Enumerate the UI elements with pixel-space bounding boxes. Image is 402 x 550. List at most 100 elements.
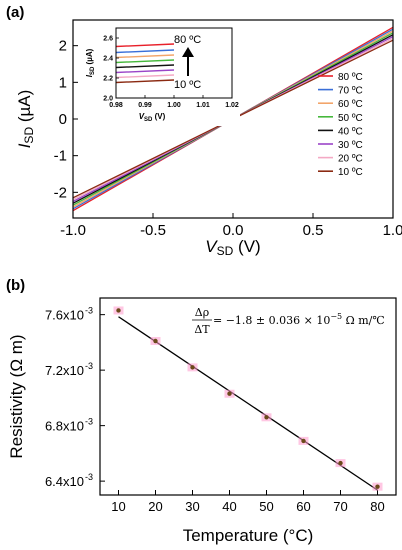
legend-label-5: 30 ºC xyxy=(338,140,363,151)
x-tick-label-b-5: 60 xyxy=(296,499,310,514)
x-tick-label-a-1: -0.5 xyxy=(140,222,166,239)
ylabel-a-sub: SD xyxy=(22,127,36,144)
slope-annotation: Δρ ΔT = −1.8 ± 0.036 × 10−5 Ω m/℃ xyxy=(192,306,385,336)
legend-label-4: 40 ºC xyxy=(338,126,363,137)
y-tick-label-b-2: 7.2x10 xyxy=(45,363,84,378)
x-tick-label-b-3: 40 xyxy=(222,499,236,514)
y-tick-exp-b-3: -3 xyxy=(85,306,93,316)
chart-a-xlabel: VSD (V) xyxy=(205,237,260,258)
inset-series-line-7 xyxy=(115,79,175,84)
x-tick-label-b-0: 10 xyxy=(111,499,125,514)
fit-line xyxy=(118,316,378,491)
resistivity-chart: 10 20 30 40 50 60 70 806.4x10 -36.8x10 -37.2x10 -3… xyxy=(7,297,397,545)
chart-a-ticks: -1.0 -0.5 0.0 0.5 1.0 -2 -1 0 1 2 xyxy=(54,38,402,239)
y-tick-label-a-0: -2 xyxy=(54,184,67,201)
inset-top-label: 80 ºC xyxy=(174,34,201,46)
xlabel-a-unit: (V) xyxy=(233,237,260,256)
inset-series-line-2 xyxy=(115,54,175,59)
legend-label-1: 70 ºC xyxy=(338,86,363,97)
annotation-numerator: Δρ xyxy=(195,306,209,319)
y-tick-exp-b-1: -3 xyxy=(85,417,93,427)
inset-series-line-1 xyxy=(115,49,175,54)
legend-label-0: 80 ºC xyxy=(338,72,363,83)
legend-label-3: 50 ºC xyxy=(338,113,363,124)
inset-xlabel: VSD (V) xyxy=(139,112,166,123)
chart-b-ylabel: Resistivity (Ω m) xyxy=(7,334,26,458)
data-point-7 xyxy=(375,484,380,489)
inset-series-line-3 xyxy=(115,59,175,64)
y-tick-label-b-1: 6.8x10 xyxy=(45,419,84,434)
inset-bottom-label: 10 ºC xyxy=(174,79,201,91)
y-tick-exp-b-0: -3 xyxy=(85,472,93,482)
data-point-6 xyxy=(338,460,343,466)
xlabel-a-text: VSD (V) xyxy=(205,237,260,258)
panel-label-b: (b) xyxy=(6,277,25,294)
inset-series-line-0 xyxy=(115,43,175,48)
annotation-equation-unit: Ω m/℃ xyxy=(342,314,385,327)
y-tick-label-b-3: 7.6x10 xyxy=(45,308,84,323)
inset-x-tick-label-1: 0.99 xyxy=(138,102,152,109)
x-tick-label-a-3: 0.5 xyxy=(303,222,324,239)
inset-xlabel-main: V xyxy=(139,112,145,121)
chart-b-points xyxy=(113,306,383,491)
x-tick-label-b-1: 20 xyxy=(148,499,162,514)
inset-y-tick-label-2: 2.4 xyxy=(103,56,113,63)
inset-series-line-4 xyxy=(115,64,175,69)
y-tick-exp-b-2: -3 xyxy=(85,361,93,371)
data-point-1 xyxy=(153,338,158,344)
x-tick-label-b-2: 30 xyxy=(185,499,199,514)
chart-b-ticks: 10 20 30 40 50 60 70 806.4x10 -36.8x10 -37.2x10 -3… xyxy=(45,306,385,514)
x-tick-label-a-0: -1.0 xyxy=(60,222,86,239)
annotation-equation: = −1.8 ± 0.036 × 10−5 Ω m/℃ xyxy=(213,312,385,327)
inset-series-line-6 xyxy=(115,74,175,79)
y-tick-label-a-4: 2 xyxy=(59,38,67,55)
legend-label-7: 10 ºC xyxy=(338,167,363,178)
inset-x-tick-label-0: 0.98 xyxy=(109,102,123,109)
y-tick-label-a-2: 0 xyxy=(59,111,67,128)
data-point-4 xyxy=(264,415,269,420)
ylabel-a-text: ISD (µA) xyxy=(15,90,36,149)
inset-y-tick-label-3: 2.6 xyxy=(103,36,113,43)
x-tick-label-b-7: 80 xyxy=(370,499,384,514)
xlabel-a-main: V xyxy=(205,237,218,256)
x-tick-label-a-2: 0.0 xyxy=(223,222,244,239)
inset-ylabel-unit: (µA) xyxy=(85,48,94,66)
ylabel-a-unit: (µA) xyxy=(15,90,34,127)
y-tick-label-a-1: -1 xyxy=(54,148,67,165)
inset-ylabel: ISD (µA) xyxy=(85,48,96,77)
xlabel-a-sub: SD xyxy=(217,244,234,258)
inset-x-tick-label-2: 1.00 xyxy=(167,102,181,109)
y-tick-label-b-0: 6.4x10 xyxy=(45,474,84,489)
chart-a-legend: 80 ºC 70 ºC 60 ºC 50 ºC 40 ºC 30 ºC 20 ºC 10 ºC xyxy=(318,72,363,178)
inset-series-line-5 xyxy=(115,69,175,74)
inset-x-tick-label-4: 1.02 xyxy=(225,102,239,109)
inset-ylabel-main: I xyxy=(85,74,94,77)
inset-xlabel-sub: SD xyxy=(144,117,153,123)
inset-xlabel-unit: (V) xyxy=(152,112,165,121)
x-tick-label-b-6: 70 xyxy=(333,499,347,514)
ylabel-a-main: I xyxy=(15,143,34,148)
inset-arrow-head xyxy=(182,47,194,57)
inset-background xyxy=(82,22,240,126)
data-point-3 xyxy=(227,391,232,396)
y-tick-label-a-3: 1 xyxy=(59,74,67,91)
chart-a-ylabel: ISD (µA) xyxy=(15,90,36,149)
x-tick-label-b-4: 50 xyxy=(259,499,273,514)
inset-y-tick-label-0: 2.0 xyxy=(103,96,113,103)
chart-b-xlabel: Temperature (°C) xyxy=(183,526,314,545)
legend-label-6: 20 ºC xyxy=(338,154,363,165)
legend-label-2: 60 ºC xyxy=(338,99,363,110)
annotation-equation-exp: −5 xyxy=(330,312,342,321)
chart-b-frame xyxy=(99,297,397,496)
inset-ylabel-sub: SD xyxy=(90,66,96,75)
data-point-0 xyxy=(116,308,121,313)
inset-y-tick-label-1: 2.2 xyxy=(103,76,113,83)
panel-label-a: (a) xyxy=(6,4,24,21)
annotation-equation-main: = −1.8 ± 0.036 × 10 xyxy=(213,314,330,327)
data-point-5 xyxy=(301,438,306,444)
fit-line-group xyxy=(118,316,378,491)
data-point-2 xyxy=(190,365,195,370)
